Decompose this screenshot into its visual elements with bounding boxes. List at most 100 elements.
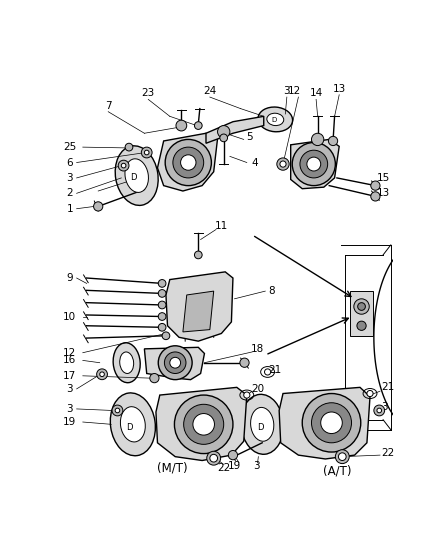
Circle shape [165, 140, 212, 185]
Text: 13: 13 [377, 188, 390, 198]
Text: 3: 3 [253, 461, 259, 471]
Circle shape [162, 332, 170, 340]
Circle shape [367, 391, 373, 397]
Text: 1: 1 [67, 204, 73, 214]
Circle shape [339, 453, 346, 461]
Text: 4: 4 [251, 158, 258, 167]
Circle shape [277, 158, 289, 170]
Text: 16: 16 [63, 356, 76, 366]
Polygon shape [156, 387, 247, 461]
Circle shape [377, 408, 381, 413]
Circle shape [371, 192, 380, 201]
Circle shape [121, 163, 126, 168]
Circle shape [158, 346, 192, 379]
Circle shape [125, 143, 133, 151]
Circle shape [118, 160, 129, 171]
Text: (M/T): (M/T) [158, 462, 188, 475]
Circle shape [112, 405, 123, 416]
Text: 18: 18 [251, 344, 264, 354]
Polygon shape [145, 348, 205, 379]
Circle shape [357, 321, 366, 330]
Circle shape [158, 324, 166, 331]
Circle shape [336, 450, 349, 464]
Text: 24: 24 [203, 86, 216, 96]
Circle shape [97, 369, 107, 379]
Text: (A/T): (A/T) [323, 464, 351, 477]
Circle shape [292, 142, 336, 185]
Text: 3: 3 [67, 384, 73, 394]
Text: 17: 17 [63, 371, 76, 381]
Circle shape [228, 450, 237, 460]
Ellipse shape [120, 352, 134, 374]
Text: 25: 25 [63, 142, 76, 152]
Polygon shape [206, 116, 264, 143]
Text: 3: 3 [67, 404, 73, 414]
Circle shape [311, 403, 352, 443]
Circle shape [173, 147, 204, 178]
Text: 12: 12 [63, 348, 76, 358]
Circle shape [280, 161, 286, 167]
Ellipse shape [120, 407, 145, 442]
Circle shape [311, 133, 324, 146]
Circle shape [354, 299, 369, 314]
Text: 6: 6 [67, 158, 73, 167]
Circle shape [307, 157, 321, 171]
Text: 10: 10 [63, 311, 76, 321]
Text: 14: 14 [310, 88, 323, 98]
Circle shape [176, 120, 187, 131]
Circle shape [174, 395, 233, 454]
Text: 3: 3 [283, 86, 290, 96]
Ellipse shape [110, 393, 155, 456]
FancyBboxPatch shape [350, 291, 373, 336]
Text: 22: 22 [381, 448, 394, 458]
Ellipse shape [241, 394, 283, 454]
Circle shape [218, 126, 230, 138]
Circle shape [265, 369, 271, 375]
Text: D: D [131, 173, 137, 182]
Circle shape [210, 454, 218, 462]
Text: 12: 12 [288, 86, 301, 96]
Ellipse shape [267, 113, 284, 126]
Text: 9: 9 [67, 273, 73, 283]
Text: 22: 22 [217, 463, 230, 473]
Circle shape [371, 181, 380, 190]
Circle shape [194, 251, 202, 259]
Polygon shape [183, 291, 214, 332]
Text: 13: 13 [332, 84, 346, 94]
Circle shape [220, 134, 228, 142]
Circle shape [300, 150, 328, 178]
Polygon shape [279, 387, 370, 459]
Text: 21: 21 [381, 382, 394, 392]
Text: 5: 5 [247, 132, 253, 142]
Circle shape [328, 136, 338, 146]
Circle shape [302, 393, 361, 452]
Circle shape [374, 405, 385, 416]
Text: D: D [271, 117, 276, 123]
Ellipse shape [258, 107, 293, 132]
Text: 19: 19 [228, 461, 241, 471]
Text: 7: 7 [105, 101, 112, 111]
Circle shape [115, 408, 120, 413]
Text: D: D [257, 423, 263, 432]
Circle shape [145, 150, 149, 155]
Circle shape [100, 372, 104, 377]
Polygon shape [166, 272, 233, 341]
Circle shape [150, 374, 159, 383]
Circle shape [141, 147, 152, 158]
Circle shape [158, 313, 166, 320]
Text: 3: 3 [67, 173, 73, 183]
Text: D: D [127, 423, 133, 432]
Polygon shape [158, 133, 218, 191]
Circle shape [207, 451, 221, 465]
Circle shape [180, 155, 196, 170]
Text: 15: 15 [377, 173, 390, 183]
Ellipse shape [251, 407, 274, 441]
Text: 3: 3 [381, 401, 387, 411]
Text: 20: 20 [251, 384, 264, 394]
Text: 23: 23 [141, 88, 155, 98]
Circle shape [170, 357, 180, 368]
Ellipse shape [115, 146, 158, 205]
Circle shape [193, 414, 215, 435]
Text: 2: 2 [67, 188, 73, 198]
Circle shape [164, 352, 186, 374]
